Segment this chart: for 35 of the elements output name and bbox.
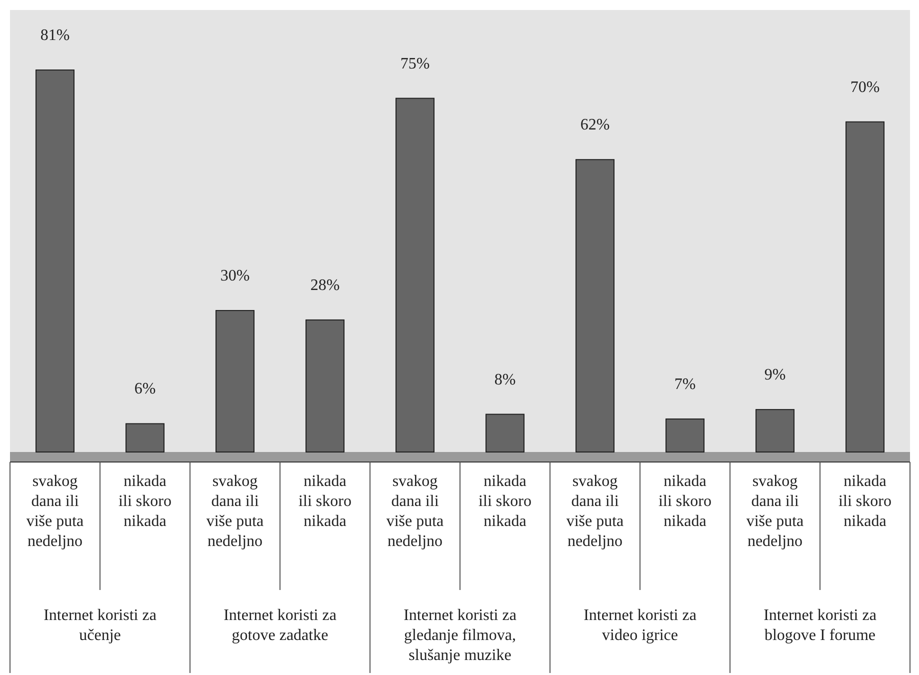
text: Internet koristi za gledanje filmova, slušanje muzike <box>404 607 516 664</box>
bar <box>216 310 254 452</box>
data-label: 81% <box>40 27 70 44</box>
bar <box>306 319 344 452</box>
bar <box>846 121 884 452</box>
bar <box>126 423 164 452</box>
bar <box>576 159 614 452</box>
x-tick-label: nikada ili skoro nikada <box>298 473 352 530</box>
x-tick-label: nikada ili skoro nikada <box>658 473 712 530</box>
text: Internet koristi za učenje <box>44 607 156 644</box>
data-label: 6% <box>134 380 156 398</box>
x-tick-label: nikada ili skoro nikada <box>478 473 532 530</box>
x-tick-label: svakog dana ili više puta nedeljno <box>566 473 624 550</box>
bar <box>756 409 794 452</box>
x-tick-label: svakog dana ili više puta nedeljno <box>386 473 444 550</box>
data-label: 30% <box>220 268 250 285</box>
x-tick-label: nikada ili skoro nikada <box>118 473 172 530</box>
data-label: 8% <box>494 371 516 388</box>
bar <box>486 414 524 452</box>
x-tick-label: svakog dana ili više puta nedeljno <box>206 473 264 550</box>
x-tick-label: svakog dana ili više puta nedeljno <box>746 473 804 550</box>
data-label: 70% <box>850 78 880 96</box>
bar <box>396 98 434 452</box>
data-label: 28% <box>310 276 340 294</box>
bar <box>36 70 74 452</box>
text: Internet koristi za gotove zadatke <box>224 607 336 644</box>
data-label: 62% <box>580 116 610 134</box>
data-label: 9% <box>764 366 786 384</box>
x-tick-label: nikada ili skoro nikada <box>838 473 892 530</box>
data-label: 7% <box>674 376 696 393</box>
data-label: 75% <box>400 55 430 72</box>
text: Internet koristi za video igrice <box>584 607 696 644</box>
bar <box>666 418 704 452</box>
text: Internet koristi za blogove I forume <box>764 607 876 644</box>
x-tick-label: svakog dana ili više puta nedeljno <box>26 473 84 550</box>
